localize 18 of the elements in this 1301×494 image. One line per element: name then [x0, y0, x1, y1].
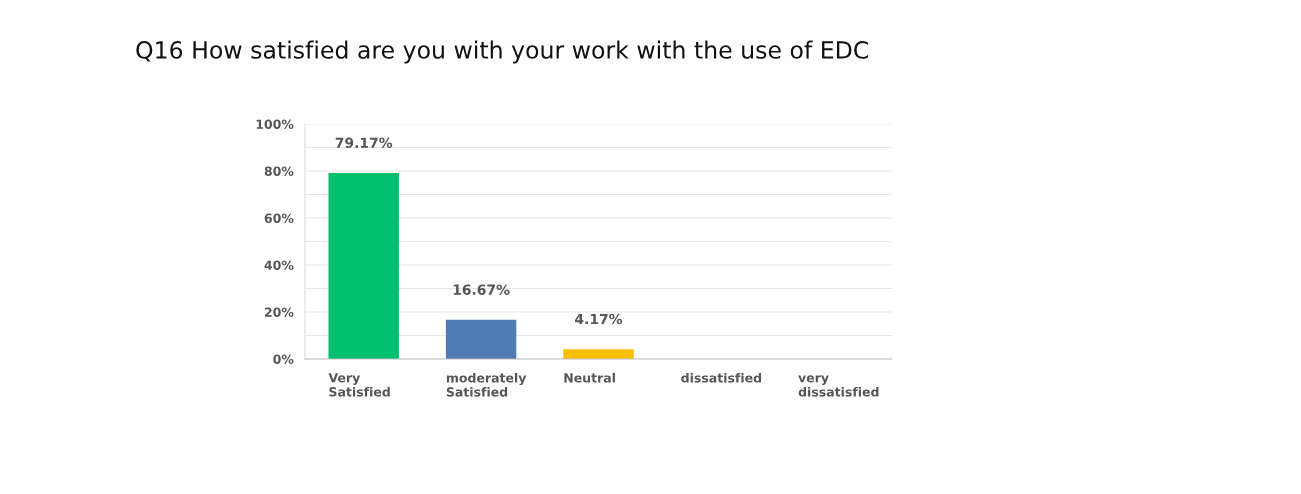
x-tick-label: Neutral [564, 372, 615, 383]
bar [445, 319, 517, 359]
chart-title: Q16 How satisfied are you with your work with the use of EDC [136, 40, 869, 64]
y-tick-label: 0% [273, 354, 294, 364]
x-tick-label: very dissatisfied [798, 375, 879, 397]
y-tick-label: 40% [264, 260, 294, 270]
y-tick-label: 100% [256, 119, 294, 129]
bar [563, 349, 634, 359]
data-label: 79.17% [335, 137, 393, 149]
data-label: 16.67% [453, 284, 510, 295]
data-label: 4.17% [575, 313, 623, 325]
y-tick-label: 60% [264, 213, 294, 223]
x-tick-label: Very Satisfied [328, 373, 390, 397]
x-tick-label: moderately Satisfied [446, 372, 527, 397]
y-tick-label: 20% [264, 307, 294, 317]
x-tick-label: dissatisfied [681, 372, 762, 383]
bar [328, 172, 399, 359]
y-tick-label: 80% [264, 166, 294, 176]
